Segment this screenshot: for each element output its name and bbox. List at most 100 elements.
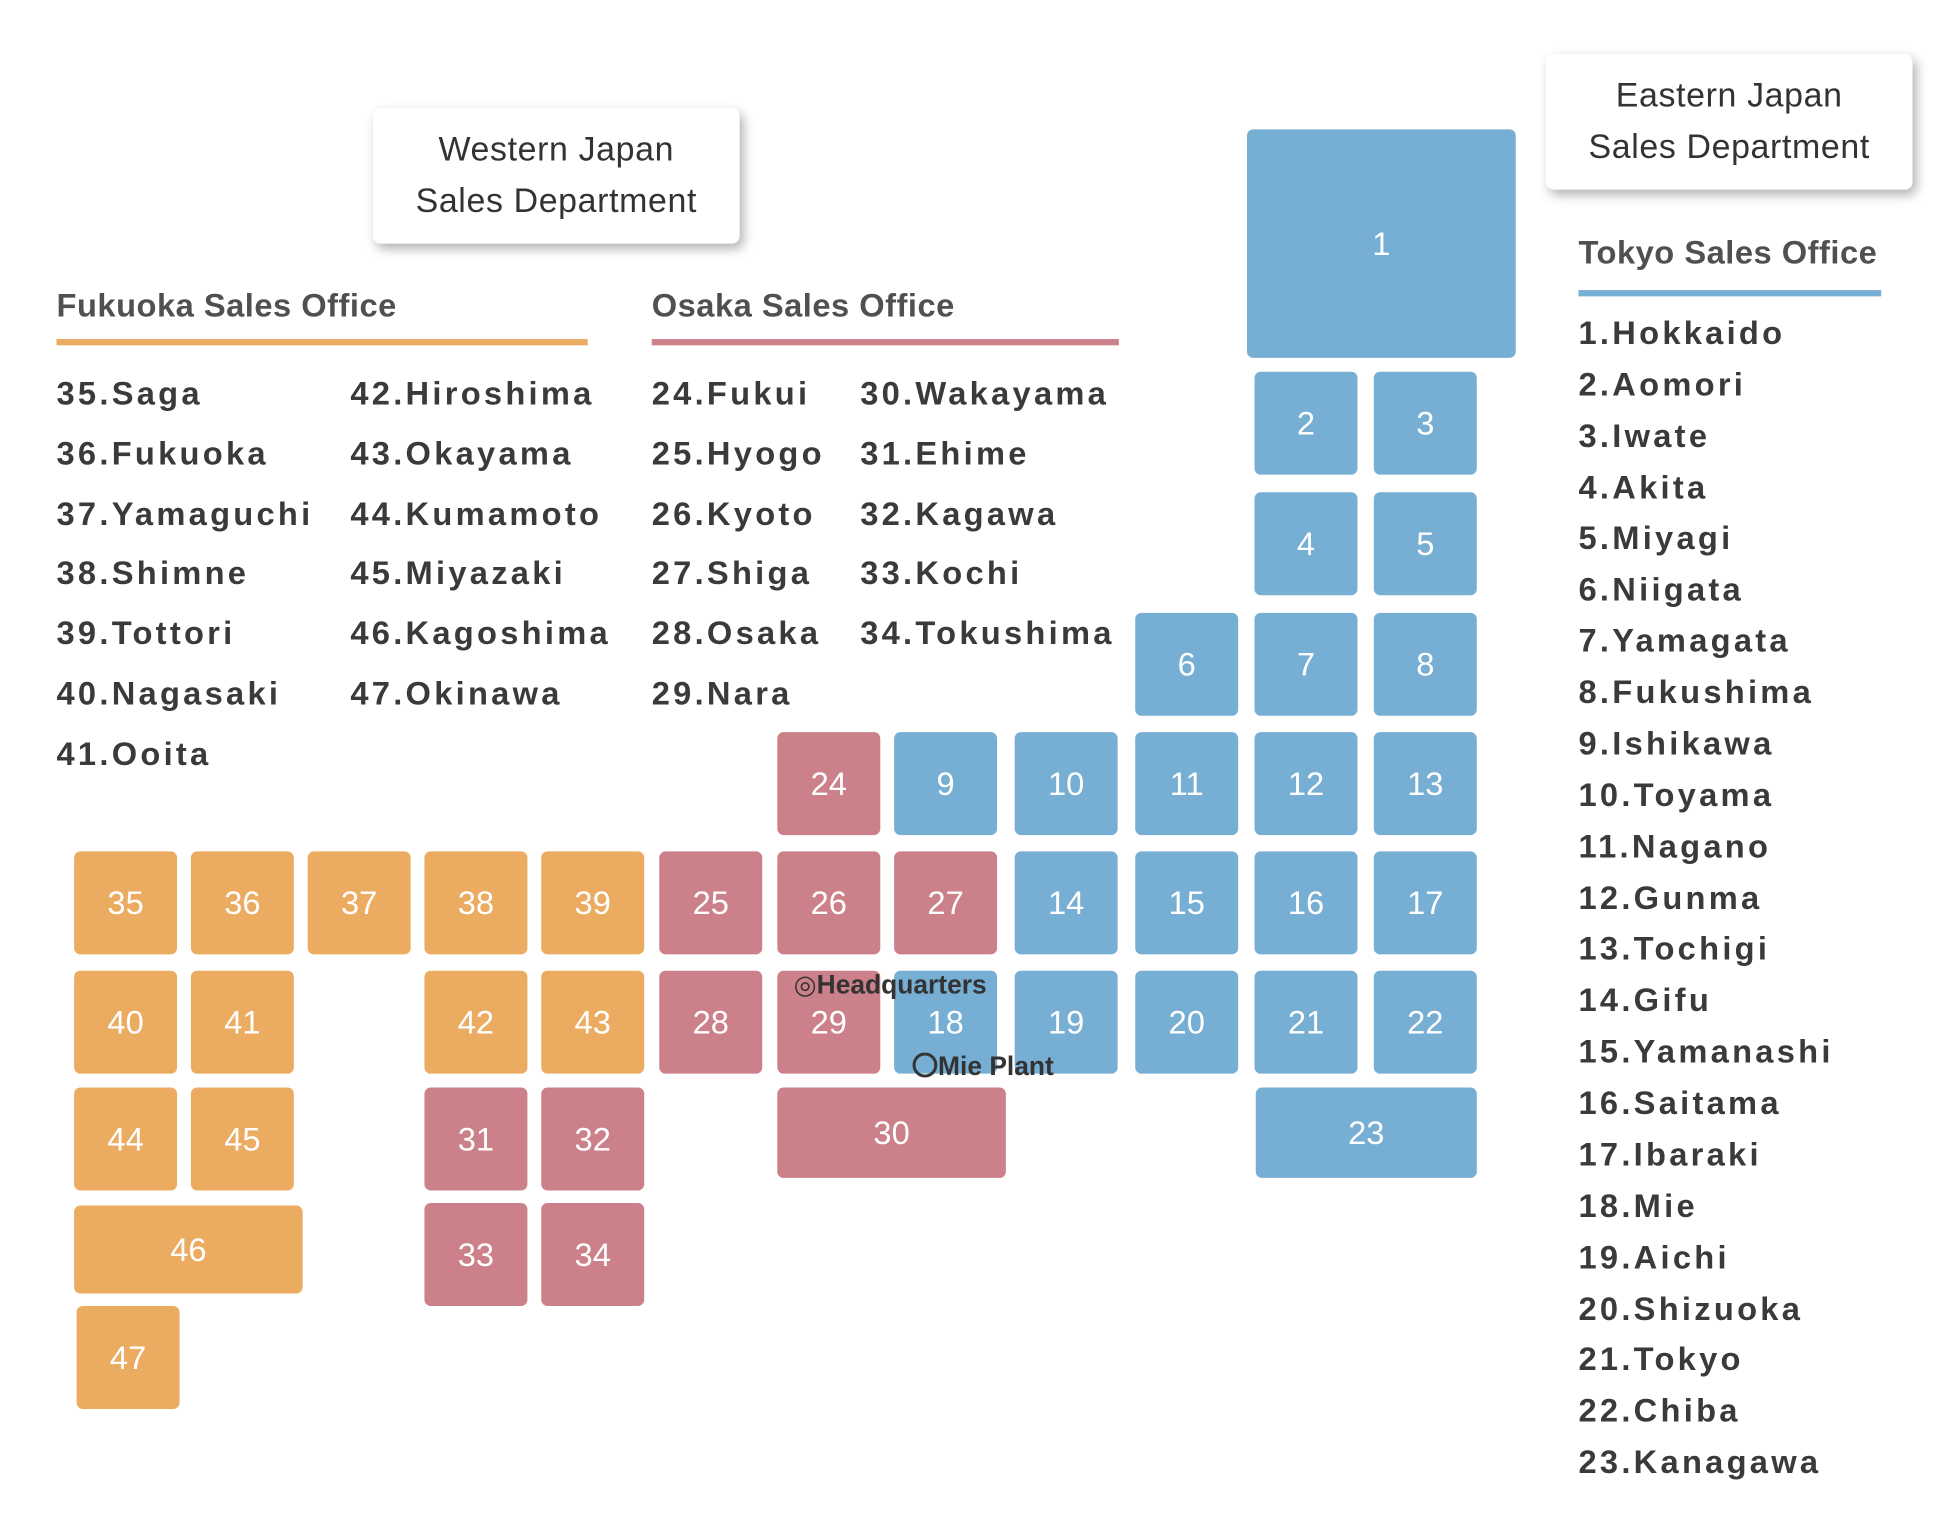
prefecture-list-item: 38.Shimne: [56, 554, 250, 592]
prefecture-tile-2: 2: [1254, 371, 1358, 475]
prefecture-tile-18: 18: [894, 970, 998, 1074]
prefecture-list-item: 21.Tokyo: [1578, 1340, 1744, 1379]
prefecture-list-item: 43.Okayama: [350, 434, 574, 472]
prefecture-tile-33: 33: [424, 1203, 528, 1307]
prefecture-tile-1: 1: [1246, 129, 1516, 358]
prefecture-list-item: 13.Tochigi: [1578, 929, 1771, 968]
prefecture-tile-24: 24: [777, 732, 881, 836]
fukuoka-office-underline: [56, 339, 588, 346]
osaka-office-underline: [651, 339, 1119, 346]
prefecture-tile-40: 40: [74, 970, 178, 1074]
prefecture-list-item: 29.Nara: [651, 674, 793, 713]
headquarters-marker: ◎Headquarters: [793, 970, 987, 1000]
prefecture-tile-11: 11: [1135, 732, 1239, 836]
prefecture-list-item: 3.Iwate: [1578, 416, 1711, 455]
prefecture-tile-14: 14: [1014, 851, 1118, 955]
prefecture-tile-47: 47: [76, 1306, 180, 1409]
prefecture-tile-16: 16: [1254, 851, 1358, 955]
prefecture-list-item: 6.Niigata: [1578, 570, 1744, 609]
prefecture-tile-22: 22: [1373, 970, 1477, 1074]
prefecture-list-item: 19.Aichi: [1578, 1237, 1730, 1276]
prefecture-list-item: 33.Kochi: [860, 554, 1023, 592]
osaka-office-title: Osaka Sales Office: [651, 286, 955, 324]
department-label: Western Japan: [438, 130, 675, 169]
prefecture-tile-3: 3: [1373, 371, 1477, 475]
prefecture-list-item: 45.Miyazaki: [350, 554, 566, 592]
tokyo-office-title: Tokyo Sales Office: [1578, 233, 1878, 272]
prefecture-tile-13: 13: [1373, 732, 1477, 836]
prefecture-list-item: 26.Kyoto: [651, 494, 816, 532]
prefecture-list-item: 14.Gifu: [1578, 981, 1713, 1019]
prefecture-list-item: 12.Gunma: [1578, 878, 1763, 917]
prefecture-list-item: 39.Tottori: [56, 614, 236, 652]
prefecture-tile-36: 36: [190, 851, 294, 955]
prefecture-tile-31: 31: [424, 1087, 528, 1191]
prefecture-list-item: 5.Miyagi: [1578, 519, 1734, 557]
prefecture-list-item: 1.Hokkaido: [1578, 313, 1786, 352]
prefecture-tile-21: 21: [1254, 970, 1358, 1074]
prefecture-tile-35: 35: [74, 851, 178, 955]
prefecture-list-item: 10.Toyama: [1578, 775, 1775, 814]
prefecture-list-item: 40.Nagasaki: [56, 674, 282, 713]
prefecture-list-item: 16.Saitama: [1578, 1083, 1782, 1122]
mie-plant-marker: 〇Mie Plant: [911, 1052, 1054, 1082]
prefecture-list-item: 8.Fukushima: [1578, 673, 1815, 711]
prefecture-list-item: 23.Kanagawa: [1578, 1443, 1822, 1481]
prefecture-list-item: 17.Ibaraki: [1578, 1135, 1762, 1173]
prefecture-tile-10: 10: [1014, 732, 1118, 836]
prefecture-tile-12: 12: [1254, 732, 1358, 836]
prefecture-tile-42: 42: [424, 970, 528, 1074]
prefecture-tile-23: 23: [1255, 1087, 1477, 1178]
tokyo-office-underline: [1578, 290, 1882, 297]
prefecture-tile-43: 43: [541, 970, 645, 1074]
department-label: Eastern Japan: [1615, 76, 1843, 115]
prefecture-list-item: 46.Kagoshima: [350, 614, 611, 652]
prefecture-tile-29: 29: [777, 970, 881, 1074]
prefecture-tile-45: 45: [190, 1087, 294, 1191]
prefecture-list-item: 4.Akita: [1578, 467, 1709, 506]
prefecture-list-item: 18.Mie: [1578, 1186, 1698, 1225]
prefecture-tile-20: 20: [1135, 970, 1239, 1074]
prefecture-tile-15: 15: [1135, 851, 1239, 955]
prefecture-tile-8: 8: [1373, 612, 1477, 716]
prefecture-list-item: 20.Shizuoka: [1578, 1289, 1804, 1327]
prefecture-tile-6: 6: [1135, 612, 1239, 716]
prefecture-tile-30: 30: [777, 1087, 1006, 1178]
prefecture-list-item: 27.Shiga: [651, 554, 813, 592]
prefecture-list-item: 28.Osaka: [651, 614, 822, 652]
fukuoka-office-title: Fukuoka Sales Office: [56, 286, 397, 324]
prefecture-tile-37: 37: [307, 851, 411, 955]
prefecture-tile-34: 34: [541, 1203, 645, 1307]
prefecture-tile-26: 26: [777, 851, 881, 955]
prefecture-tile-9: 9: [894, 732, 998, 836]
prefecture-tile-41: 41: [190, 970, 294, 1074]
prefecture-list-item: 41.Ooita: [56, 734, 212, 773]
prefecture-list-item: 31.Ehime: [860, 434, 1030, 472]
prefecture-tile-44: 44: [74, 1087, 178, 1191]
eastern-japan-department-box: Eastern Japan Sales Department: [1545, 53, 1913, 190]
prefecture-tile-7: 7: [1254, 612, 1358, 716]
prefecture-list-item: 9.Ishikawa: [1578, 724, 1775, 763]
prefecture-tile-27: 27: [894, 851, 998, 955]
prefecture-list-item: 44.Kumamoto: [350, 494, 603, 532]
prefecture-list-item: 34.Tokushima: [860, 614, 1115, 652]
prefecture-tile-28: 28: [659, 970, 763, 1074]
prefecture-list-item: 2.Aomori: [1578, 365, 1747, 403]
prefecture-tile-25: 25: [659, 851, 763, 955]
prefecture-tile-17: 17: [1373, 851, 1477, 955]
prefecture-tile-19: 19: [1014, 970, 1118, 1074]
prefecture-list-item: 37.Yamaguchi: [56, 494, 314, 532]
prefecture-tile-5: 5: [1373, 492, 1477, 596]
department-label: Sales Department: [415, 182, 698, 220]
department-label: Sales Department: [1588, 128, 1870, 166]
prefecture-list-item: 42.Hiroshima: [350, 374, 595, 412]
western-japan-department-box: Western Japan Sales Department: [372, 107, 740, 244]
prefecture-list-item: 47.Okinawa: [350, 674, 563, 713]
prefecture-list-item: 25.Hyogo: [651, 434, 825, 472]
prefecture-list-item: 22.Chiba: [1578, 1391, 1741, 1430]
prefecture-list-item: 35.Saga: [56, 374, 203, 412]
prefecture-list-item: 11.Nagano: [1578, 827, 1772, 865]
prefecture-tile-4: 4: [1254, 492, 1358, 596]
prefecture-list-item: 24.Fukui: [651, 374, 811, 412]
